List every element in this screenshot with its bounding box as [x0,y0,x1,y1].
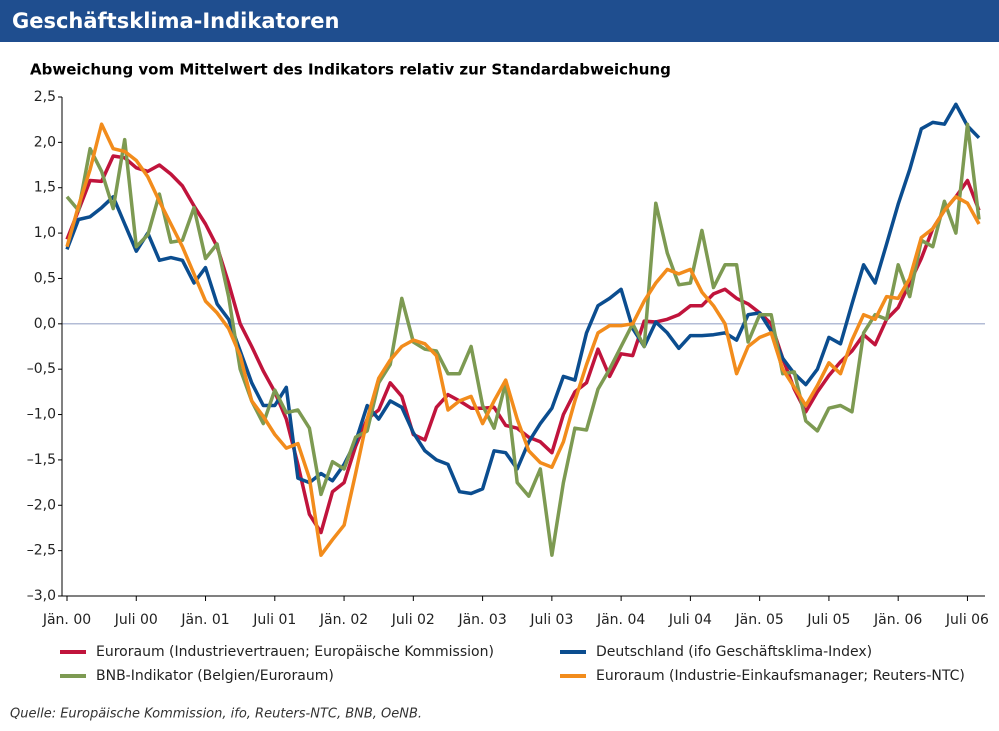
y-tick-label: –3,0 [27,588,56,604]
legend-label: BNB-Indikator (Belgien/Euroraum) [96,668,334,684]
legend-label: Deutschland (ifo Geschäftsklima-Index) [596,644,872,660]
series-line [65,102,981,496]
x-tick-label: Jän. 05 [735,612,784,628]
source-note: Quelle: Europäische Kommission, ifo, Reu… [10,707,422,722]
y-tick-label: 1,5 [34,180,56,196]
chart-subtitle: Abweichung vom Mittelwert des Indikators… [30,61,671,79]
y-tick-label: 0,0 [34,316,56,332]
x-tick-label: Juli 04 [668,612,712,628]
x-tick-label: Jän. 03 [457,612,506,628]
y-tick-label: –2,5 [27,543,56,559]
y-tick-label: 2,5 [34,89,56,105]
legend-label: Euroraum (Industrievertrauen; Europäisch… [96,644,494,660]
header-bar [0,0,999,42]
y-tick-label: 0,5 [34,270,56,286]
x-tick-label: Jän. 00 [42,612,91,628]
y-tick-label: 2,0 [34,134,56,150]
x-tick-label: Juli 01 [252,612,296,628]
legend-label: Euroraum (Industrie-Einkaufsmanager; Reu… [596,668,965,684]
y-tick-label: –1,0 [27,407,56,423]
x-tick-label: Juli 05 [806,612,850,628]
x-tick-label: Jän. 04 [596,612,645,628]
x-tick-label: Juli 06 [945,612,989,628]
x-tick-label: Juli 02 [391,612,435,628]
series-line [65,122,981,557]
y-tick-label: 1,0 [34,225,56,241]
series-line [65,154,981,535]
series-line [65,122,981,557]
y-tick-label: –2,0 [27,497,56,513]
x-tick-label: Jän. 02 [319,612,368,628]
y-tick-label: –1,5 [27,452,56,468]
x-tick-label: Jän. 01 [180,612,229,628]
x-tick-label: Jän. 06 [873,612,922,628]
chart-title: Geschäftsklima-Indikatoren [12,9,340,33]
x-tick-label: Juli 00 [114,612,158,628]
y-tick-label: –0,5 [27,361,56,377]
x-tick-label: Juli 03 [529,612,573,628]
